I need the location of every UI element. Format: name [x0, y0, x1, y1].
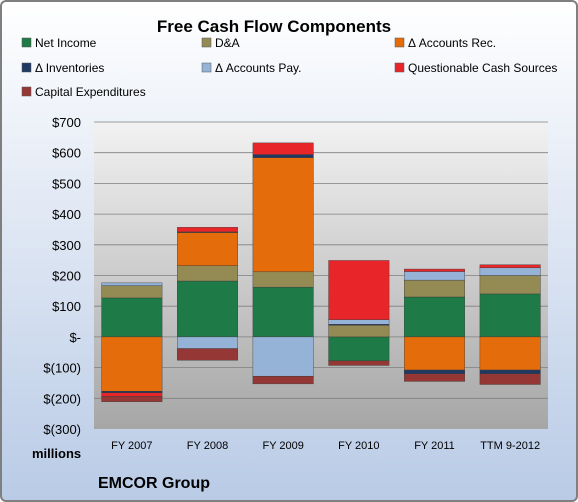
legend-swatch	[201, 37, 212, 48]
bar-segment	[404, 271, 465, 281]
legend-label: Net Income	[35, 36, 97, 50]
bar-segment	[328, 325, 390, 338]
bar-segment	[404, 279, 465, 298]
legend-label: Δ Accounts Rec.	[408, 36, 496, 50]
bar-segment	[177, 280, 238, 338]
bar-segment	[101, 282, 163, 286]
bar-segment	[328, 336, 390, 362]
legend-swatch	[21, 62, 32, 73]
y-tick-label: $600	[52, 146, 81, 161]
bar-segment	[252, 375, 314, 385]
legend-label: Capital Expenditures	[35, 85, 146, 99]
bar-segment	[177, 265, 238, 282]
y-tick-label: $(100)	[43, 361, 81, 376]
bars	[101, 142, 541, 402]
bar-segment	[328, 360, 390, 366]
legend-swatch	[394, 62, 405, 73]
y-tick-label: $100	[52, 299, 81, 314]
bar-segment	[404, 296, 465, 338]
bar-segment	[101, 285, 163, 299]
x-tick-label: FY 2007	[111, 440, 152, 452]
bar-segment	[101, 297, 163, 338]
legend-label: D&A	[215, 36, 240, 50]
bar-segment	[479, 293, 541, 338]
bar-segment	[252, 271, 314, 288]
bar-segment	[479, 275, 541, 295]
legend-swatch	[394, 37, 405, 48]
x-tick-label: TTM 9-2012	[480, 440, 540, 452]
bar-segment	[479, 373, 541, 385]
bar-segment	[404, 369, 465, 374]
y-tick-label: $700	[52, 115, 81, 130]
bar-segment	[479, 369, 541, 374]
legend-label: Δ Inventories	[35, 61, 104, 75]
bar-segment	[252, 286, 314, 338]
legend-swatch	[201, 62, 212, 73]
bar-segment	[101, 392, 163, 397]
gridlines	[94, 121, 548, 399]
y-tick-label: $(300)	[43, 422, 81, 437]
bar-segment	[177, 227, 238, 233]
bar-segment	[101, 391, 163, 393]
x-axis-ticks: FY 2007 FY 2008 FY 2009 FY 2010 FY 2011 TTM 9…	[111, 440, 540, 452]
y-tick-label: $400	[52, 207, 81, 222]
bar-segment	[479, 336, 541, 371]
legend-swatch	[21, 86, 32, 97]
bar-segment	[101, 336, 163, 392]
bar-segment	[252, 336, 314, 377]
chart-legend: Net Income D&A Δ Accounts Rec. Δ Inventorie…	[21, 36, 557, 99]
legend-label: Δ Accounts Pay.	[215, 61, 302, 75]
x-tick-label: FY 2011	[414, 440, 455, 452]
company-name: EMCOR Group	[98, 475, 210, 492]
chart-title: Free Cash Flow Components	[157, 17, 391, 36]
bar-segment	[252, 142, 314, 155]
y-axis-ticks: $700 $600 $500 $400 $300 $200 $100 $- $(100) $(20…	[43, 115, 81, 437]
bar-segment	[177, 336, 238, 349]
bar-segment	[404, 336, 465, 371]
bar-segment	[101, 396, 163, 402]
legend-swatch	[21, 37, 32, 48]
y-tick-label: $500	[52, 176, 81, 191]
bar-segment	[252, 157, 314, 273]
legend-label: Questionable Cash Sources	[408, 61, 557, 75]
bar-segment	[479, 264, 541, 269]
bar-segment	[479, 267, 541, 276]
bar-segment	[328, 319, 390, 325]
y-tick-label: $-	[69, 330, 81, 345]
bar-segment	[404, 373, 465, 382]
x-tick-label: FY 2008	[187, 440, 228, 452]
bar-segment	[404, 268, 465, 272]
unit-label: millions	[32, 446, 81, 461]
y-tick-label: $200	[52, 269, 81, 284]
x-tick-label: FY 2010	[338, 440, 379, 452]
bar-segment	[252, 154, 314, 158]
bar-segment	[177, 232, 238, 266]
x-tick-label: FY 2009	[262, 440, 303, 452]
y-tick-label: $300	[52, 238, 81, 253]
bar-segment	[328, 260, 390, 320]
y-tick-label: $(200)	[43, 391, 81, 406]
bar-segment	[177, 348, 238, 361]
